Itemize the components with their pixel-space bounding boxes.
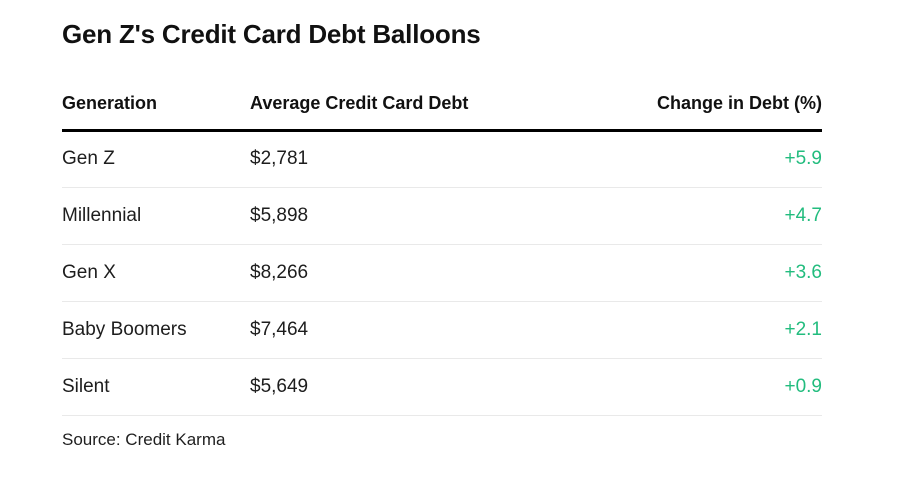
source-note: Source: Credit Karma bbox=[62, 429, 226, 449]
avg-debt-cell: $7,464 bbox=[250, 301, 622, 359]
change-cell: +2.1 bbox=[622, 301, 822, 359]
change-cell: +3.6 bbox=[622, 244, 822, 302]
avg-debt-cell: $5,649 bbox=[250, 358, 622, 416]
chart-title: Gen Z's Credit Card Debt Balloons bbox=[62, 19, 481, 49]
generation-cell: Gen Z bbox=[62, 130, 250, 188]
table-header-row: Generation Average Credit Card Debt Chan… bbox=[62, 92, 822, 132]
table-row: Baby Boomers $7,464 +2.1 bbox=[62, 301, 822, 359]
column-header-change: Change in Debt (%) bbox=[622, 92, 822, 132]
avg-debt-cell: $5,898 bbox=[250, 187, 622, 245]
column-header-generation: Generation bbox=[62, 92, 250, 132]
table-row: Gen X $8,266 +3.6 bbox=[62, 244, 822, 302]
avg-debt-cell: $2,781 bbox=[250, 130, 622, 188]
generation-cell: Millennial bbox=[62, 187, 250, 245]
table-row: Gen Z $2,781 +5.9 bbox=[62, 130, 822, 188]
table-row: Silent $5,649 +0.9 bbox=[62, 358, 822, 416]
change-cell: +4.7 bbox=[622, 187, 822, 245]
debt-table: Generation Average Credit Card Debt Chan… bbox=[62, 92, 822, 416]
table-row: Millennial $5,898 +4.7 bbox=[62, 187, 822, 245]
column-header-average-debt: Average Credit Card Debt bbox=[250, 92, 622, 132]
avg-debt-cell: $8,266 bbox=[250, 244, 622, 302]
generation-cell: Silent bbox=[62, 358, 250, 416]
generation-cell: Baby Boomers bbox=[62, 301, 250, 359]
change-cell: +5.9 bbox=[622, 130, 822, 188]
generation-cell: Gen X bbox=[62, 244, 250, 302]
change-cell: +0.9 bbox=[622, 358, 822, 416]
